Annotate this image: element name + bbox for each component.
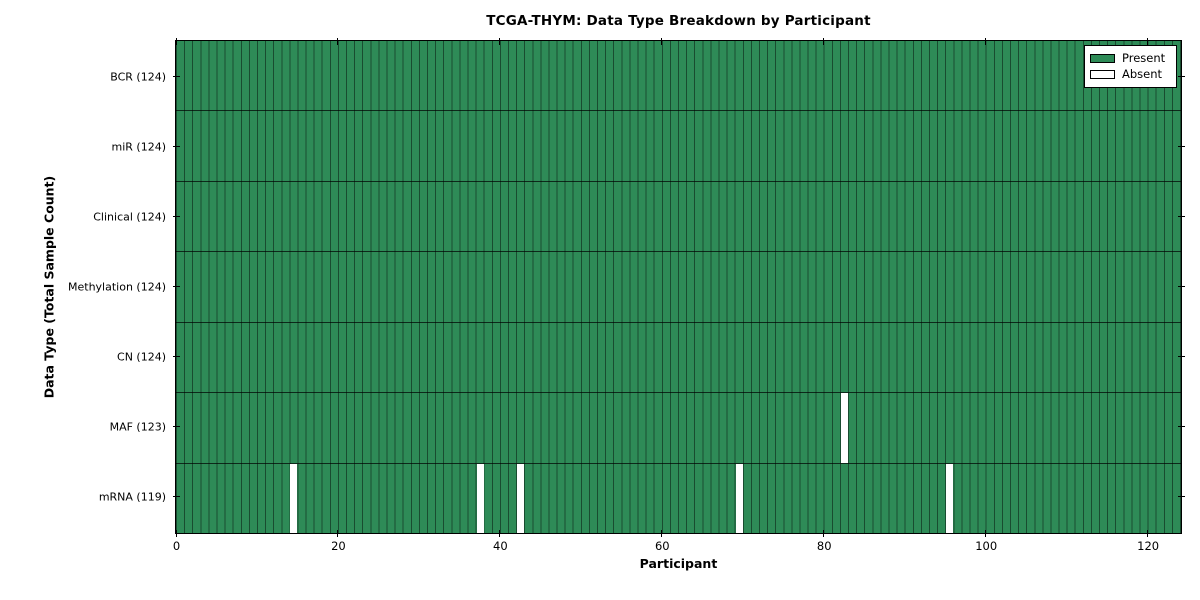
- absent-cell-mrna-14: [290, 463, 298, 533]
- y-tick-label-bcr: BCR (124): [110, 70, 166, 84]
- data-type-row-maf: [176, 392, 1181, 463]
- legend-label-present: Present: [1122, 50, 1166, 65]
- y-tick-label-cn: CN (124): [117, 350, 166, 364]
- data-type-rows: [176, 41, 1181, 533]
- y-tick-label-methylation: Methylation (124): [68, 280, 166, 294]
- present-swatch: [1090, 53, 1115, 63]
- absent-cell-mrna-95: [946, 463, 954, 533]
- data-type-row-cn: [176, 321, 1181, 392]
- y-tick-label-mrna: mRNA (119): [98, 490, 166, 504]
- plot-area: [172, 37, 1185, 537]
- x-tick-label: 120: [1137, 539, 1160, 553]
- legend-entry-absent: Absent: [1090, 66, 1171, 81]
- absent-cell-mrna-37: [476, 463, 484, 533]
- x-tick-label: 80: [816, 539, 832, 553]
- data-type-row-clinical: [176, 180, 1181, 251]
- data-type-row-methylation: [176, 251, 1181, 321]
- x-axis-title: Participant: [639, 556, 718, 571]
- legend-entry-present: Present: [1090, 50, 1171, 65]
- data-type-row-mir: [176, 110, 1181, 180]
- absent-swatch: [1090, 70, 1115, 80]
- legend-label-absent: Absent: [1122, 66, 1163, 81]
- absent-cell-mrna-69: [735, 463, 743, 533]
- y-tick-label-mir: miR (124): [111, 140, 167, 154]
- data-type-row-bcr: [176, 41, 1181, 110]
- x-tick-label: 40: [493, 539, 508, 553]
- x-tick-label: 100: [975, 539, 998, 553]
- legend: Present Absent: [1084, 45, 1177, 88]
- y-tick-label-maf: MAF (123): [109, 420, 166, 434]
- x-tick-label: 60: [654, 539, 670, 553]
- y-tick-label-clinical: Clinical (124): [93, 210, 166, 224]
- data-type-row-mrna: [176, 462, 1181, 533]
- absent-cell-maf-82: [840, 393, 849, 463]
- absent-cell-mrna-42: [517, 463, 525, 533]
- x-tick-label: 0: [172, 539, 181, 553]
- x-tick-label: 20: [331, 539, 346, 553]
- chart-title: TCGA-THYM: Data Type Breakdown by Partic…: [486, 13, 871, 29]
